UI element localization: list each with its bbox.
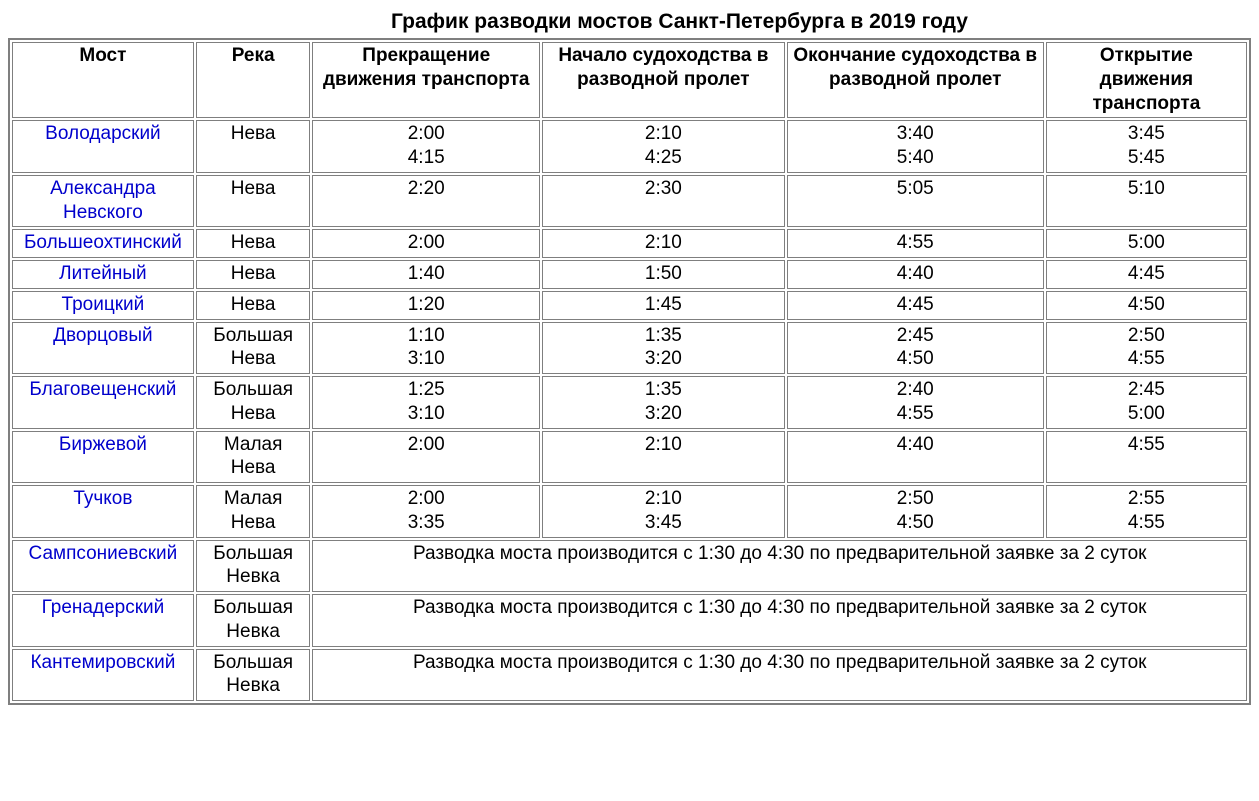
bridge-name-cell[interactable]: Володарский bbox=[12, 120, 194, 173]
table-row: СампсониевскийБольшая НевкаРазводка мост… bbox=[12, 540, 1247, 593]
bridge-name-cell[interactable]: Троицкий bbox=[12, 291, 194, 320]
traffic-stop-cell: 1:103:10 bbox=[312, 322, 540, 375]
table-row: БиржевойМалая Нева2:002:104:404:55 bbox=[12, 431, 1247, 484]
traffic-stop-cell: 2:004:15 bbox=[312, 120, 540, 173]
table-row: БлаговещенскийБольшая Нева1:253:101:353:… bbox=[12, 376, 1247, 429]
col-header-nav-end: Окончание судоходства в разводной пролет bbox=[787, 42, 1044, 118]
nav-start-cell: 2:30 bbox=[542, 175, 785, 228]
bridge-schedule-table: Мост Река Прекращение движения транспорт… bbox=[8, 38, 1251, 705]
col-header-traffic-open: Открытие движения транспорта bbox=[1046, 42, 1247, 118]
bridge-name-cell[interactable]: Александра Невского bbox=[12, 175, 194, 228]
table-row: ТучковМалая Нева2:003:352:103:452:504:50… bbox=[12, 485, 1247, 538]
page-title: График разводки мостов Санкт-Петербурга … bbox=[8, 10, 1251, 34]
traffic-stop-cell: 2:003:35 bbox=[312, 485, 540, 538]
river-cell: Большая Нева bbox=[196, 376, 311, 429]
traffic-stop-cell: 2:00 bbox=[312, 431, 540, 484]
river-cell: Большая Невка bbox=[196, 649, 311, 702]
bridge-name-cell[interactable]: Благовещенский bbox=[12, 376, 194, 429]
traffic-stop-cell: 2:20 bbox=[312, 175, 540, 228]
col-header-nav-start: Начало судоходства в разводной пролет bbox=[542, 42, 785, 118]
nav-start-cell: 2:103:45 bbox=[542, 485, 785, 538]
bridge-name-cell[interactable]: Тучков bbox=[12, 485, 194, 538]
nav-start-cell: 2:10 bbox=[542, 431, 785, 484]
nav-start-cell: 1:50 bbox=[542, 260, 785, 289]
traffic-open-cell: 4:50 bbox=[1046, 291, 1247, 320]
bridge-name-cell[interactable]: Сампсониевский bbox=[12, 540, 194, 593]
nav-start-cell: 2:104:25 bbox=[542, 120, 785, 173]
traffic-open-cell: 4:45 bbox=[1046, 260, 1247, 289]
traffic-open-cell: 5:10 bbox=[1046, 175, 1247, 228]
bridge-name-cell[interactable]: Литейный bbox=[12, 260, 194, 289]
bridge-name-cell[interactable]: Гренадерский bbox=[12, 594, 194, 647]
traffic-open-cell: 2:554:55 bbox=[1046, 485, 1247, 538]
table-row: Александра НевскогоНева2:202:305:055:10 bbox=[12, 175, 1247, 228]
table-row: ВолодарскийНева2:004:152:104:253:405:403… bbox=[12, 120, 1247, 173]
col-header-river: Река bbox=[196, 42, 311, 118]
traffic-open-cell: 2:455:00 bbox=[1046, 376, 1247, 429]
table-header-row: Мост Река Прекращение движения транспорт… bbox=[12, 42, 1247, 118]
nav-end-cell: 2:454:50 bbox=[787, 322, 1044, 375]
note-cell: Разводка моста производится с 1:30 до 4:… bbox=[312, 649, 1247, 702]
traffic-stop-cell: 1:20 bbox=[312, 291, 540, 320]
river-cell: Нева bbox=[196, 229, 311, 258]
bridge-name-cell[interactable]: Кантемировский bbox=[12, 649, 194, 702]
river-cell: Малая Нева bbox=[196, 431, 311, 484]
table-row: ЛитейныйНева1:401:504:404:45 bbox=[12, 260, 1247, 289]
river-cell: Нева bbox=[196, 120, 311, 173]
bridge-name-cell[interactable]: Большеохтинский bbox=[12, 229, 194, 258]
river-cell: Большая Невка bbox=[196, 540, 311, 593]
river-cell: Большая Невка bbox=[196, 594, 311, 647]
traffic-open-cell: 3:455:45 bbox=[1046, 120, 1247, 173]
nav-start-cell: 1:353:20 bbox=[542, 376, 785, 429]
table-row: ДворцовыйБольшая Нева1:103:101:353:202:4… bbox=[12, 322, 1247, 375]
nav-end-cell: 2:504:50 bbox=[787, 485, 1044, 538]
note-cell: Разводка моста производится с 1:30 до 4:… bbox=[312, 594, 1247, 647]
nav-start-cell: 1:45 bbox=[542, 291, 785, 320]
traffic-stop-cell: 1:253:10 bbox=[312, 376, 540, 429]
traffic-open-cell: 5:00 bbox=[1046, 229, 1247, 258]
nav-end-cell: 4:55 bbox=[787, 229, 1044, 258]
bridge-name-cell[interactable]: Дворцовый bbox=[12, 322, 194, 375]
table-row: КантемировскийБольшая НевкаРазводка мост… bbox=[12, 649, 1247, 702]
note-cell: Разводка моста производится с 1:30 до 4:… bbox=[312, 540, 1247, 593]
table-row: ТроицкийНева1:201:454:454:50 bbox=[12, 291, 1247, 320]
nav-end-cell: 2:404:55 bbox=[787, 376, 1044, 429]
river-cell: Малая Нева bbox=[196, 485, 311, 538]
nav-end-cell: 4:40 bbox=[787, 260, 1044, 289]
table-row: ГренадерскийБольшая НевкаРазводка моста … bbox=[12, 594, 1247, 647]
nav-end-cell: 5:05 bbox=[787, 175, 1044, 228]
traffic-open-cell: 2:504:55 bbox=[1046, 322, 1247, 375]
traffic-stop-cell: 2:00 bbox=[312, 229, 540, 258]
river-cell: Нева bbox=[196, 291, 311, 320]
nav-end-cell: 4:40 bbox=[787, 431, 1044, 484]
nav-start-cell: 1:353:20 bbox=[542, 322, 785, 375]
river-cell: Нева bbox=[196, 175, 311, 228]
col-header-traffic-stop: Прекращение движения транспорта bbox=[312, 42, 540, 118]
river-cell: Нева bbox=[196, 260, 311, 289]
col-header-bridge: Мост bbox=[12, 42, 194, 118]
bridge-name-cell[interactable]: Биржевой bbox=[12, 431, 194, 484]
river-cell: Большая Нева bbox=[196, 322, 311, 375]
nav-end-cell: 4:45 bbox=[787, 291, 1044, 320]
nav-start-cell: 2:10 bbox=[542, 229, 785, 258]
table-row: БольшеохтинскийНева2:002:104:555:00 bbox=[12, 229, 1247, 258]
nav-end-cell: 3:405:40 bbox=[787, 120, 1044, 173]
traffic-open-cell: 4:55 bbox=[1046, 431, 1247, 484]
traffic-stop-cell: 1:40 bbox=[312, 260, 540, 289]
